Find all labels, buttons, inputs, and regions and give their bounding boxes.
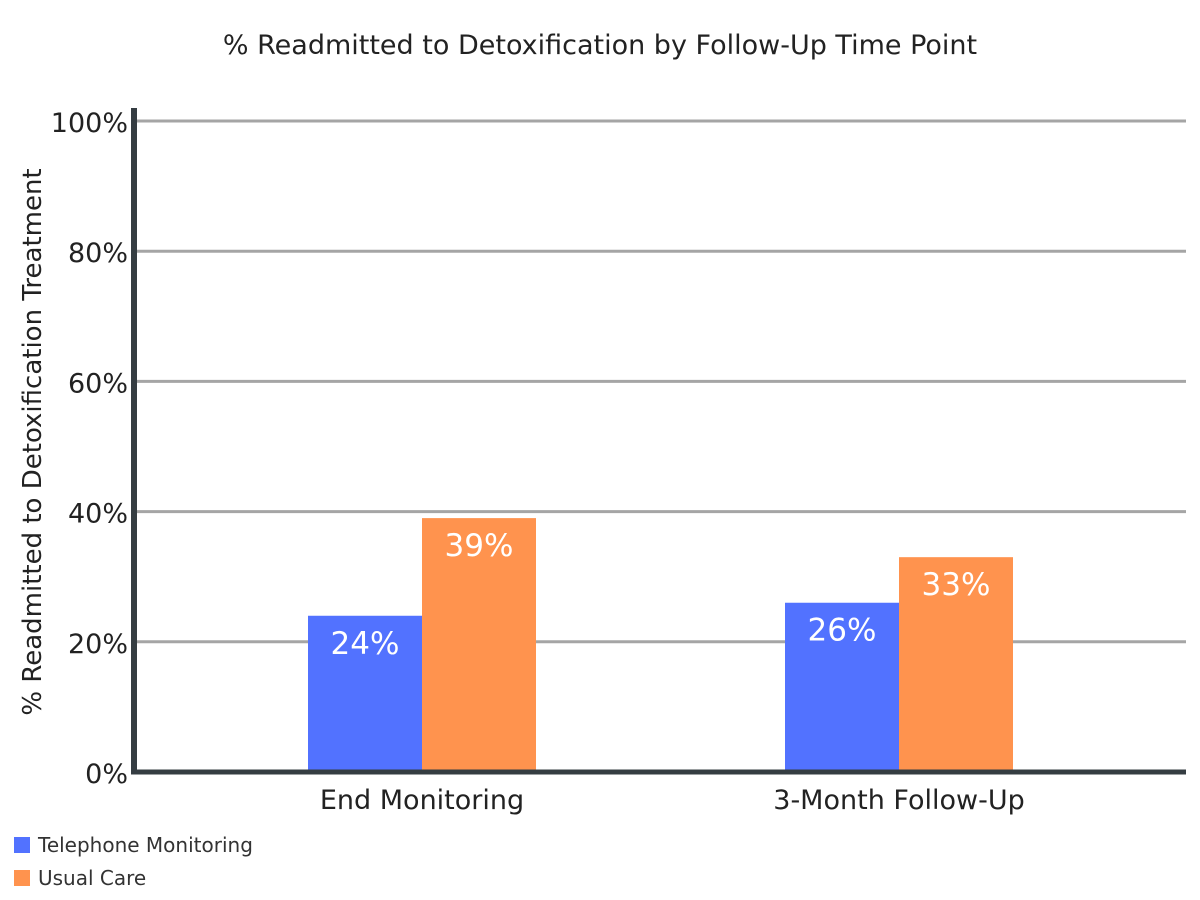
legend-swatch-telephone-monitoring xyxy=(14,836,30,853)
data-label-telephone-monitoring-end-monitoring: 24% xyxy=(331,626,400,662)
axes xyxy=(131,108,1186,775)
x-tick-label: 3-Month Follow-Up xyxy=(773,785,1024,816)
x-tick-label: End Monitoring xyxy=(320,785,524,816)
bar-usual-care-3-month-follow-up xyxy=(899,557,1013,772)
y-axis-label: % Readmitted to Detoxification Treatment xyxy=(18,168,48,715)
y-tick-label: 80% xyxy=(68,238,128,269)
bar-telephone-monitoring-3-month-follow-up xyxy=(785,602,899,772)
legend-label-telephone-monitoring: Telephone Monitoring xyxy=(38,832,253,857)
legend-label-usual-care: Usual Care xyxy=(38,865,147,890)
bars xyxy=(308,518,1013,772)
chart-title: % Readmitted to Detoxification by Follow… xyxy=(223,30,977,61)
data-label-usual-care-end-monitoring: 39% xyxy=(445,528,514,564)
bar-usual-care-end-monitoring xyxy=(422,518,536,772)
gridlines xyxy=(134,119,1186,644)
labels: 0% 20% 40% 60% 80% 100% 24% 26% 39% 33% End Monito… xyxy=(51,108,1025,816)
data-label-telephone-monitoring-3-month-follow-up: 26% xyxy=(808,613,877,649)
y-tick-label: 40% xyxy=(68,499,128,530)
y-tick-label: 60% xyxy=(68,368,128,399)
legend-item-telephone-monitoring[interactable]: Telephone Monitoring xyxy=(14,828,253,861)
y-tick-label: 100% xyxy=(51,108,128,139)
data-label-usual-care-3-month-follow-up: 33% xyxy=(922,567,991,603)
legend: Telephone Monitoring Usual Care xyxy=(14,828,253,894)
legend-item-usual-care[interactable]: Usual Care xyxy=(14,861,253,894)
bar-telephone-monitoring-end-monitoring xyxy=(308,615,422,772)
legend-swatch-usual-care xyxy=(14,869,30,886)
y-tick-label: 20% xyxy=(68,629,128,660)
y-tick-label: 0% xyxy=(85,759,128,790)
